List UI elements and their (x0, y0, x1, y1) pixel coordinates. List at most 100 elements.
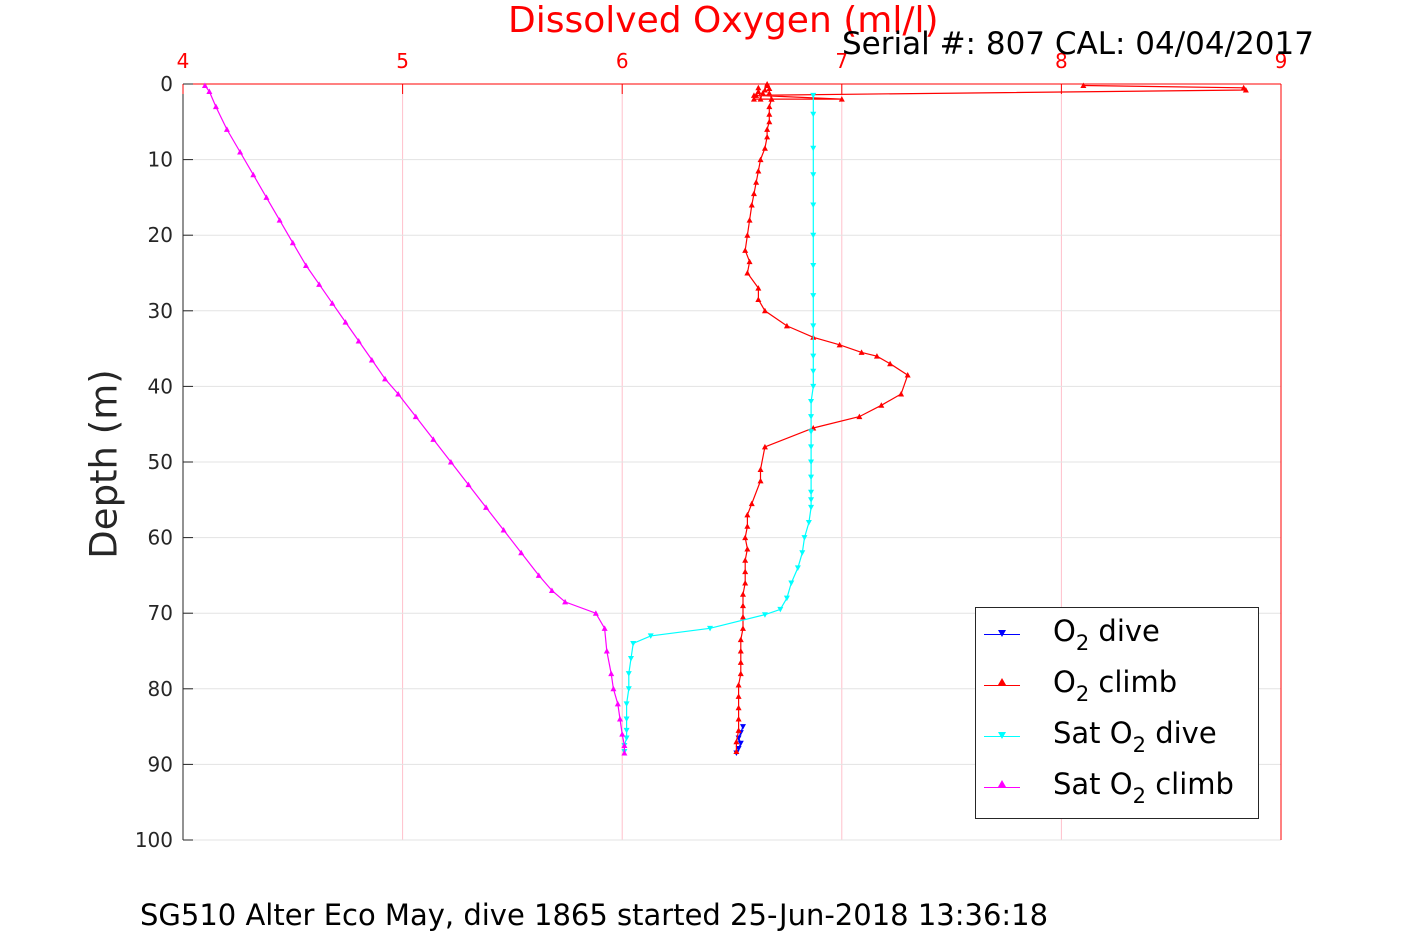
data-point (647, 633, 654, 639)
data-point (746, 217, 753, 223)
data-point (742, 557, 749, 563)
data-point (808, 429, 815, 435)
data-point (808, 504, 815, 511)
y-tick-label: 40 (148, 374, 173, 398)
data-point (735, 704, 742, 711)
data-point (535, 572, 542, 578)
x-tick-label: 4 (177, 49, 190, 73)
dive-footer: SG510 Alter Eco May, dive 1865 started 2… (140, 898, 1049, 932)
data-point (755, 88, 762, 95)
serial-calibration-text: Serial #: 807 CAL: 04/04/2017 (842, 26, 1314, 62)
data-point (1080, 82, 1087, 89)
data-point (368, 356, 375, 363)
data-point (623, 701, 630, 707)
data-point (766, 85, 773, 92)
data-point (412, 413, 419, 420)
data-point (465, 481, 472, 488)
data-point (810, 145, 817, 152)
legend-item: Sat O2 climb (976, 763, 1258, 813)
data-point (744, 232, 751, 238)
legend-label: Sat O2 dive (1053, 716, 1217, 757)
data-point (742, 568, 749, 575)
chart-title: Dissolved Oxygen (ml/l) (508, 0, 939, 41)
legend-marker-icon (998, 780, 1006, 787)
data-point (750, 96, 757, 102)
data-point (766, 111, 773, 117)
data-point (904, 372, 911, 378)
data-point (617, 716, 624, 722)
data-point (757, 466, 764, 473)
data-point (739, 613, 746, 620)
data-point (755, 167, 762, 174)
data-point (887, 360, 894, 367)
data-point (627, 656, 634, 662)
data-point (603, 648, 610, 654)
data-point (733, 738, 740, 745)
data-point (625, 671, 632, 677)
data-point (750, 92, 757, 98)
data-point (801, 535, 808, 541)
data-point (761, 145, 768, 151)
data-point (761, 612, 768, 618)
data-point (794, 565, 801, 571)
data-point (753, 179, 760, 185)
y-tick-label: 90 (148, 752, 173, 776)
data-point (737, 670, 744, 677)
data-point (810, 92, 817, 99)
data-point (707, 625, 714, 632)
data-point (342, 319, 349, 325)
legend-item: O2 dive (976, 610, 1258, 660)
legend-item: O2 climb (976, 661, 1258, 711)
legend-item: Sat O2 dive (976, 712, 1258, 762)
data-point (808, 474, 815, 481)
data-point (858, 349, 865, 355)
data-point (836, 341, 843, 348)
data-point (748, 201, 755, 208)
data-point (838, 96, 845, 102)
data-point (592, 610, 599, 616)
data-point (518, 549, 525, 556)
data-point (302, 262, 309, 268)
data-point (735, 693, 742, 699)
y-tick-label: 100 (135, 828, 173, 852)
data-point (737, 659, 744, 665)
data-point (395, 390, 402, 397)
data-point (630, 640, 637, 647)
data-point (810, 172, 817, 178)
data-point (768, 96, 775, 102)
data-point (808, 414, 815, 420)
data-point (289, 239, 296, 246)
data-point (1240, 84, 1247, 91)
data-point (777, 606, 784, 613)
data-point (808, 489, 815, 496)
legend-label: Sat O2 climb (1053, 767, 1234, 808)
data-point (735, 727, 742, 733)
series-o2-climb (733, 81, 1249, 755)
y-tick-label: 10 (148, 148, 173, 172)
data-point (764, 133, 771, 140)
x-tick-label: 8 (1055, 49, 1068, 73)
data-point (447, 459, 454, 465)
data-point (759, 90, 766, 96)
data-point (810, 293, 817, 299)
series-sat-o2-dive (621, 92, 817, 755)
data-point (761, 307, 768, 314)
data-point (500, 527, 507, 533)
data-point (742, 579, 749, 586)
data-point (808, 444, 815, 450)
y-tick-labels: 0 10 20 30 40 50 60 70 80 90 100 (135, 72, 173, 852)
legend-marker-icon (998, 630, 1006, 637)
data-point (744, 270, 751, 276)
data-point (430, 436, 437, 442)
data-point (621, 742, 628, 748)
data-point (739, 625, 746, 631)
data-point (805, 519, 812, 526)
data-point (623, 716, 630, 723)
data-point (263, 194, 270, 200)
y-tick-label: 50 (148, 450, 173, 474)
y-tick-label: 60 (148, 526, 173, 550)
data-point (276, 217, 283, 223)
data-point (739, 602, 746, 609)
y-tick-label: 0 (160, 72, 173, 96)
y-tick-label: 30 (148, 299, 173, 323)
